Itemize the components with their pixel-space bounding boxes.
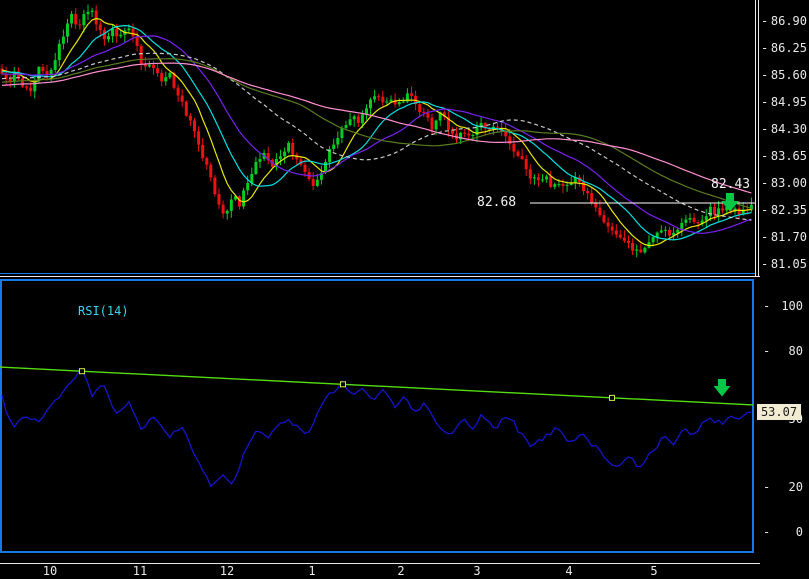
price-axis-label: -83.65 xyxy=(761,149,807,163)
rsi-axis-label: -20 xyxy=(763,480,803,494)
price-axis-label: -86.90 xyxy=(761,14,807,28)
candles-and-moving-averages xyxy=(0,4,753,258)
month-label: 2 xyxy=(397,564,405,578)
price-axis-label: -85.60 xyxy=(761,68,807,82)
price-axis-border-inner xyxy=(758,0,759,277)
down-arrow-icon xyxy=(713,379,731,397)
rsi-line-and-trendline xyxy=(0,366,754,488)
month-label: 4 xyxy=(565,564,573,578)
down-arrow-icon xyxy=(721,193,739,212)
price-axis-label: -86.25 xyxy=(761,41,807,55)
rsi-axis-label: -0 xyxy=(763,525,803,540)
price-axis-label: -81.05 xyxy=(761,257,807,271)
rsi-indicator-title: RSI(14) xyxy=(78,304,129,318)
price-axis-label: -83.00 xyxy=(761,176,807,190)
month-label: 10 xyxy=(42,564,58,578)
rsi-value-tag: 53.07 xyxy=(757,404,801,420)
rsi-indicator-panel[interactable] xyxy=(0,277,760,563)
price-axis-border-outer xyxy=(755,0,756,277)
rsi-axis-label: -80 xyxy=(763,344,803,358)
horizontal-line-price-label: 82.68 xyxy=(477,195,517,210)
price-axis-label: -84.95 xyxy=(761,95,807,109)
price-axis-label: -84.30 xyxy=(761,122,807,136)
price-chart-panel[interactable] xyxy=(0,0,760,276)
month-label: 5 xyxy=(650,564,658,578)
x-axis-separator-line xyxy=(0,563,760,564)
last-price-callout: 82.43 xyxy=(711,177,751,192)
panel-separator-line xyxy=(0,276,760,277)
month-label: 1 xyxy=(308,564,316,578)
month-label: 11 xyxy=(132,564,148,578)
month-label: 3 xyxy=(473,564,481,578)
rsi-axis-label: -100 xyxy=(763,298,803,313)
month-label: 12 xyxy=(219,564,235,578)
price-axis-label: -81.70 xyxy=(761,230,807,244)
price-axis-label: -82.35 xyxy=(761,203,807,217)
price-panel-bottom-border xyxy=(0,273,756,274)
price-down-arrow-annotation[interactable] xyxy=(720,193,740,212)
rsi-down-arrow-annotation[interactable] xyxy=(713,379,731,397)
